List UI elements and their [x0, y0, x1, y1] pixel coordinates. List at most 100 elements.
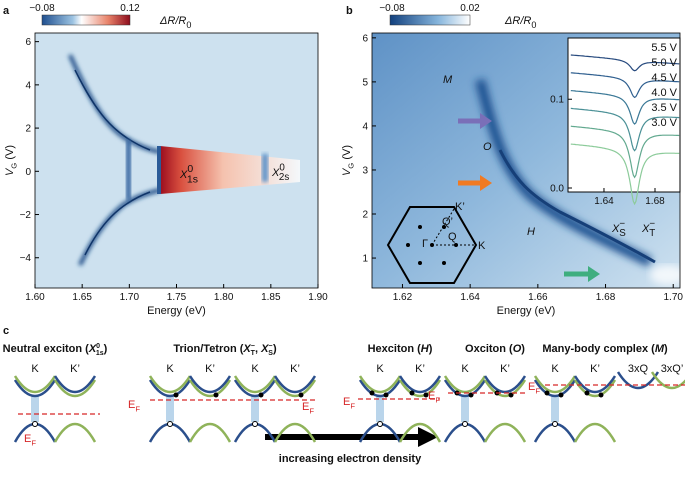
symbol-sub: G [9, 163, 18, 169]
diagram-title: Trion/Tetron (X− T, X− S) [173, 343, 277, 357]
x-tick-label: 1.75 [167, 292, 187, 303]
electron [558, 392, 564, 398]
x-tick-label: 1.85 [261, 292, 281, 303]
valley-label: K’ [205, 363, 215, 375]
colorbar-tick: −0.08 [29, 3, 55, 14]
text-segment: Trion/Tetron ( [173, 343, 243, 355]
symbol-base: X [271, 167, 280, 179]
y-tick-label: 4 [25, 80, 31, 91]
fermi-label: EF [24, 433, 36, 447]
text-segment: , [255, 343, 261, 355]
diagram-title: Hexciton (H) [368, 343, 433, 355]
x-tick-label: 1.64 [460, 292, 480, 303]
symbol-sub: 1s [96, 350, 104, 357]
colorbar-label: ΔR/R0 [504, 15, 536, 30]
curve-label: 3.5 V [651, 102, 677, 114]
valley-label: K [461, 363, 469, 375]
valley-label: 3xQ [628, 363, 649, 375]
fermi-label: EF [302, 401, 314, 415]
electron [173, 392, 179, 398]
diagram-title: Many-body complex (M) [542, 343, 668, 355]
diagram-title: Neutral exciton (X0 1s) [3, 343, 108, 357]
curve-label: 4.5 V [651, 72, 677, 84]
hole [252, 421, 258, 427]
conduction-band [13, 379, 57, 398]
inset-frame [567, 37, 681, 193]
colorbar-a [41, 14, 131, 26]
conduction-band [533, 375, 577, 394]
symbol-base: E [24, 433, 31, 445]
x-tick-label: 1.90 [308, 292, 328, 303]
valley-label: K [551, 363, 559, 375]
text-segment: ) [429, 343, 433, 355]
conduction-band [148, 375, 192, 394]
valley-label: K’ [500, 363, 510, 375]
conduction-band [443, 375, 487, 394]
y-tick-label: 6 [362, 33, 368, 44]
colorbar-b [389, 14, 471, 26]
electron [369, 390, 375, 396]
fermi-label: EF [528, 381, 540, 395]
inset-curve [570, 90, 680, 125]
bz-label: K’ [455, 201, 465, 213]
symbol-base: O [513, 343, 522, 355]
valence-band [53, 422, 97, 443]
valley-label: K [31, 363, 39, 375]
x-tick-label: 1.66 [528, 292, 548, 303]
symbol-base: H [527, 226, 535, 238]
x-tick-label: 1.60 [25, 292, 45, 303]
bz-label: Q [448, 231, 457, 243]
valence-band [573, 422, 617, 443]
bz-label: Γ [422, 238, 428, 250]
text-segment: Oxciton ( [465, 343, 513, 355]
annotation: X0 2s [271, 162, 289, 183]
colorbar-tick: 0.02 [460, 3, 480, 14]
symbol-sub: S [268, 350, 273, 357]
conduction-band [53, 379, 97, 398]
annotation: X0 1s [179, 163, 198, 186]
y-tick-label: 2 [25, 124, 31, 135]
symbol-base: E [343, 396, 350, 408]
inset-curve [570, 72, 680, 99]
conduction-band [443, 379, 487, 398]
inset-curve [570, 143, 680, 206]
symbol-sup: − [251, 343, 255, 350]
y-tick-label: 0.1 [550, 95, 564, 106]
transition-shade [31, 395, 39, 422]
x-tick-label: 1.62 [393, 292, 413, 303]
valence-band [188, 422, 232, 443]
fermi-label: EF [343, 396, 355, 410]
y-tick-label: 4 [362, 121, 368, 132]
x-axis-label: Energy (eV) [147, 305, 206, 317]
x-tick-label: 1.65 [72, 292, 92, 303]
conduction-band [650, 371, 685, 390]
arrow-h-head [480, 175, 492, 191]
symbol-sub: G [346, 163, 355, 169]
y-tick-label: 6 [25, 37, 31, 48]
x-tick-label: 1.68 [645, 196, 665, 207]
symbol-base: O [483, 141, 492, 153]
symbol-sub: 0 [186, 20, 191, 30]
inset-curve [570, 107, 680, 152]
transition-shade [461, 395, 469, 422]
symbol-sub: S [619, 228, 626, 239]
density-arrow-head [418, 427, 438, 447]
conduction-band [398, 375, 442, 394]
y-tick-label: 2 [362, 210, 368, 221]
curve-label: 5.5 V [651, 42, 677, 54]
symbol-base: X [88, 343, 97, 355]
y-tick-label: 3 [362, 165, 368, 176]
valley-label: 3xQ’ [661, 363, 684, 375]
symbol-base: X [260, 343, 269, 355]
bz-label: K [478, 240, 486, 252]
valley-label: K [166, 363, 174, 375]
symbol-base: M [443, 74, 453, 86]
symbol-sup: − [268, 343, 272, 350]
valence-band [398, 422, 442, 443]
annotation: X− S [611, 218, 626, 239]
symbol-base: V [341, 167, 353, 176]
colorbar-tick: 0.12 [120, 3, 140, 14]
colorbar-tick: −0.08 [379, 3, 405, 14]
conduction-band [573, 375, 617, 394]
